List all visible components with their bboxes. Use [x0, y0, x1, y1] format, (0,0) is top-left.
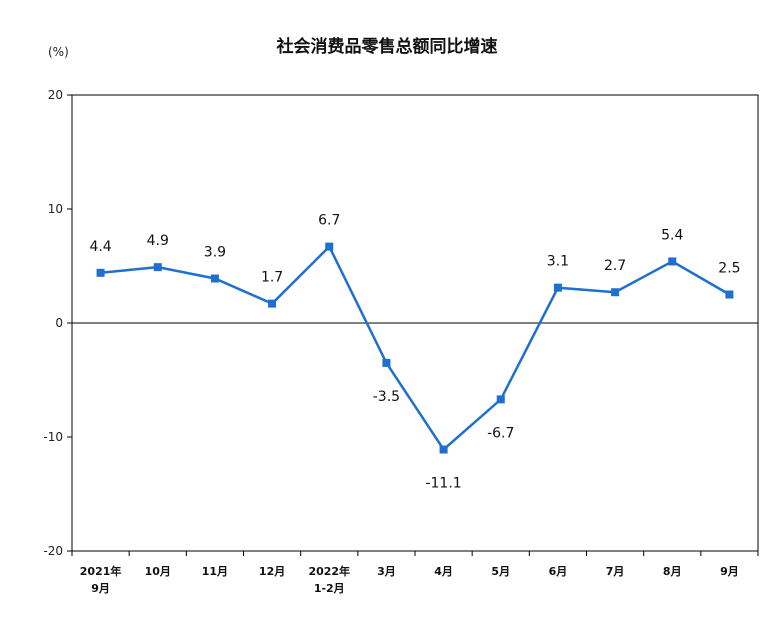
- data-label: 6.7: [318, 213, 340, 229]
- data-markers: [96, 242, 734, 454]
- x-tick-label: 2021年: [80, 564, 122, 578]
- data-label: 5.4: [661, 227, 683, 243]
- x-tick-label: 7月: [606, 565, 625, 578]
- data-label: 2.5: [718, 261, 740, 277]
- data-label: -11.1: [425, 476, 461, 492]
- x-tick-label: 5月: [491, 565, 510, 578]
- y-tick-label: -20: [43, 544, 63, 558]
- x-tick-label: 10月: [145, 565, 171, 578]
- data-point: [553, 283, 562, 292]
- x-tick-label: 8月: [663, 565, 682, 578]
- x-tick-label: 1-2月: [314, 582, 345, 595]
- chart-title: 社会消费品零售总额同比增速: [276, 36, 498, 57]
- data-point: [325, 242, 334, 251]
- data-label: 3.1: [547, 254, 569, 270]
- x-tick-label: 11月: [202, 565, 228, 578]
- data-label: -3.5: [373, 389, 400, 405]
- data-point: [382, 358, 391, 367]
- x-tick-label: 4月: [434, 565, 453, 578]
- data-label: 2.7: [604, 258, 626, 274]
- y-tick-label: 20: [48, 88, 63, 102]
- data-point: [668, 257, 677, 266]
- x-tick-label: 2022年: [308, 564, 350, 578]
- data-label: 3.9: [204, 245, 226, 261]
- y-tick-label: -10: [43, 430, 63, 444]
- data-point: [96, 268, 105, 277]
- data-point: [611, 288, 620, 297]
- data-point: [439, 445, 448, 454]
- x-tick-label: 9月: [91, 582, 110, 595]
- x-tick-label: 12月: [259, 565, 285, 578]
- data-label: -6.7: [487, 425, 514, 441]
- x-tick-label: 6月: [549, 565, 568, 578]
- data-point: [496, 395, 505, 404]
- data-point: [210, 274, 219, 283]
- y-tick-label: 0: [55, 316, 63, 330]
- x-tick-label: 9月: [720, 565, 739, 578]
- data-label: 4.9: [147, 233, 169, 249]
- x-tick-label: 3月: [377, 565, 396, 578]
- series-line: [100, 244, 731, 452]
- y-tick-label: 10: [48, 202, 63, 216]
- data-point: [725, 290, 734, 299]
- data-label: 1.7: [261, 270, 283, 286]
- y-unit-label: (%): [48, 45, 69, 59]
- y-axis: 20 10 0 -10 -20: [43, 88, 72, 558]
- data-label: 4.4: [89, 239, 111, 255]
- x-axis: 2021年 9月 10月 11月 12月 2022年 1-2月 3月 4月 5月 6月 7月 8月 9月: [71, 551, 759, 595]
- data-labels: 4.4 4.9 3.9 1.7 6.7 -3.5 -11.1 -6.7 3.1 2.7 5.4 2.5: [89, 213, 740, 492]
- data-point: [153, 263, 162, 272]
- data-point: [268, 299, 277, 308]
